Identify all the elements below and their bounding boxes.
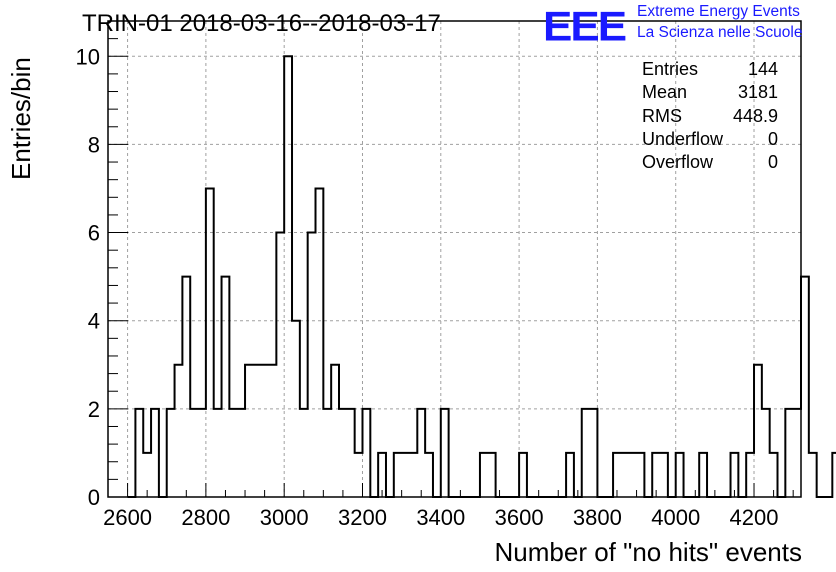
stat-label-mean: Mean	[642, 82, 688, 103]
x-tick-label-2800: 2800	[181, 505, 230, 530]
stat-row-mean: Mean 3181	[642, 81, 778, 104]
y-tick-label-8: 8	[88, 132, 100, 157]
stat-value-rms: 448.9	[732, 105, 778, 126]
y-axis-label: Entries/bin	[6, 57, 36, 180]
y-tick-label-10: 10	[76, 44, 100, 69]
x-tick-label-3800: 3800	[573, 505, 622, 530]
x-tick-label-3600: 3600	[495, 505, 544, 530]
stat-label-entries: Entries	[642, 59, 699, 79]
x-tick-label-3400: 3400	[416, 505, 465, 530]
stat-row-rms: RMS 448.9	[642, 105, 778, 128]
x-tick-label-2600: 2600	[103, 505, 152, 530]
x-tick-label-3200: 3200	[338, 505, 387, 530]
stat-label-underflow: Underflow	[642, 128, 724, 149]
eee-logo: EEE	[543, 3, 627, 50]
y-tick-label-0: 0	[88, 485, 100, 510]
stat-value-overflow: 0	[767, 152, 778, 173]
logo-line-1: Extreme Energy Events	[637, 3, 800, 20]
x-tick-label-4200: 4200	[730, 505, 779, 530]
chart-title: TRIN-01 2018-03-16--2018-03-17	[82, 10, 441, 37]
y-tick-label-6: 6	[88, 221, 100, 246]
x-tick-label-4000: 4000	[651, 505, 700, 530]
y-tick-label-4: 4	[88, 309, 100, 334]
logo-line-2: La Scienza nelle Scuole	[637, 24, 803, 41]
stat-value-underflow: 0	[767, 128, 778, 149]
plot-frame	[107, 20, 802, 498]
y-tick-label-2: 2	[88, 397, 100, 422]
stats-box: Entries 144 Mean 3181 RMS 448.9 Underflo…	[642, 58, 778, 174]
stat-row-underflow: Underflow 0	[642, 128, 778, 151]
stat-value-entries: 144	[747, 59, 778, 79]
stat-label-rms: RMS	[642, 105, 682, 126]
stat-label-overflow: Overflow	[642, 152, 714, 173]
stat-row-overflow: Overflow 0	[642, 151, 778, 174]
x-tick-label-3000: 3000	[260, 505, 309, 530]
stat-value-mean: 3181	[737, 82, 778, 103]
stat-row-entries: Entries 144	[642, 58, 778, 81]
x-axis-label: Number of "no hits" events	[494, 537, 803, 567]
